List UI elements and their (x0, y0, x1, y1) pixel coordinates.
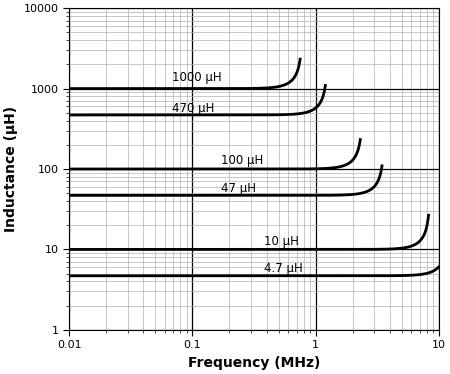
Text: 47 μH: 47 μH (221, 182, 256, 195)
Y-axis label: Inductance (μH): Inductance (μH) (4, 106, 18, 232)
Text: 10 μH: 10 μH (264, 235, 299, 248)
X-axis label: Frequency (MHz): Frequency (MHz) (188, 356, 320, 370)
Text: 470 μH: 470 μH (172, 102, 214, 115)
Text: 1000 μH: 1000 μH (172, 71, 221, 84)
Text: 4.7 μH: 4.7 μH (264, 262, 302, 275)
Text: 100 μH: 100 μH (221, 154, 263, 167)
